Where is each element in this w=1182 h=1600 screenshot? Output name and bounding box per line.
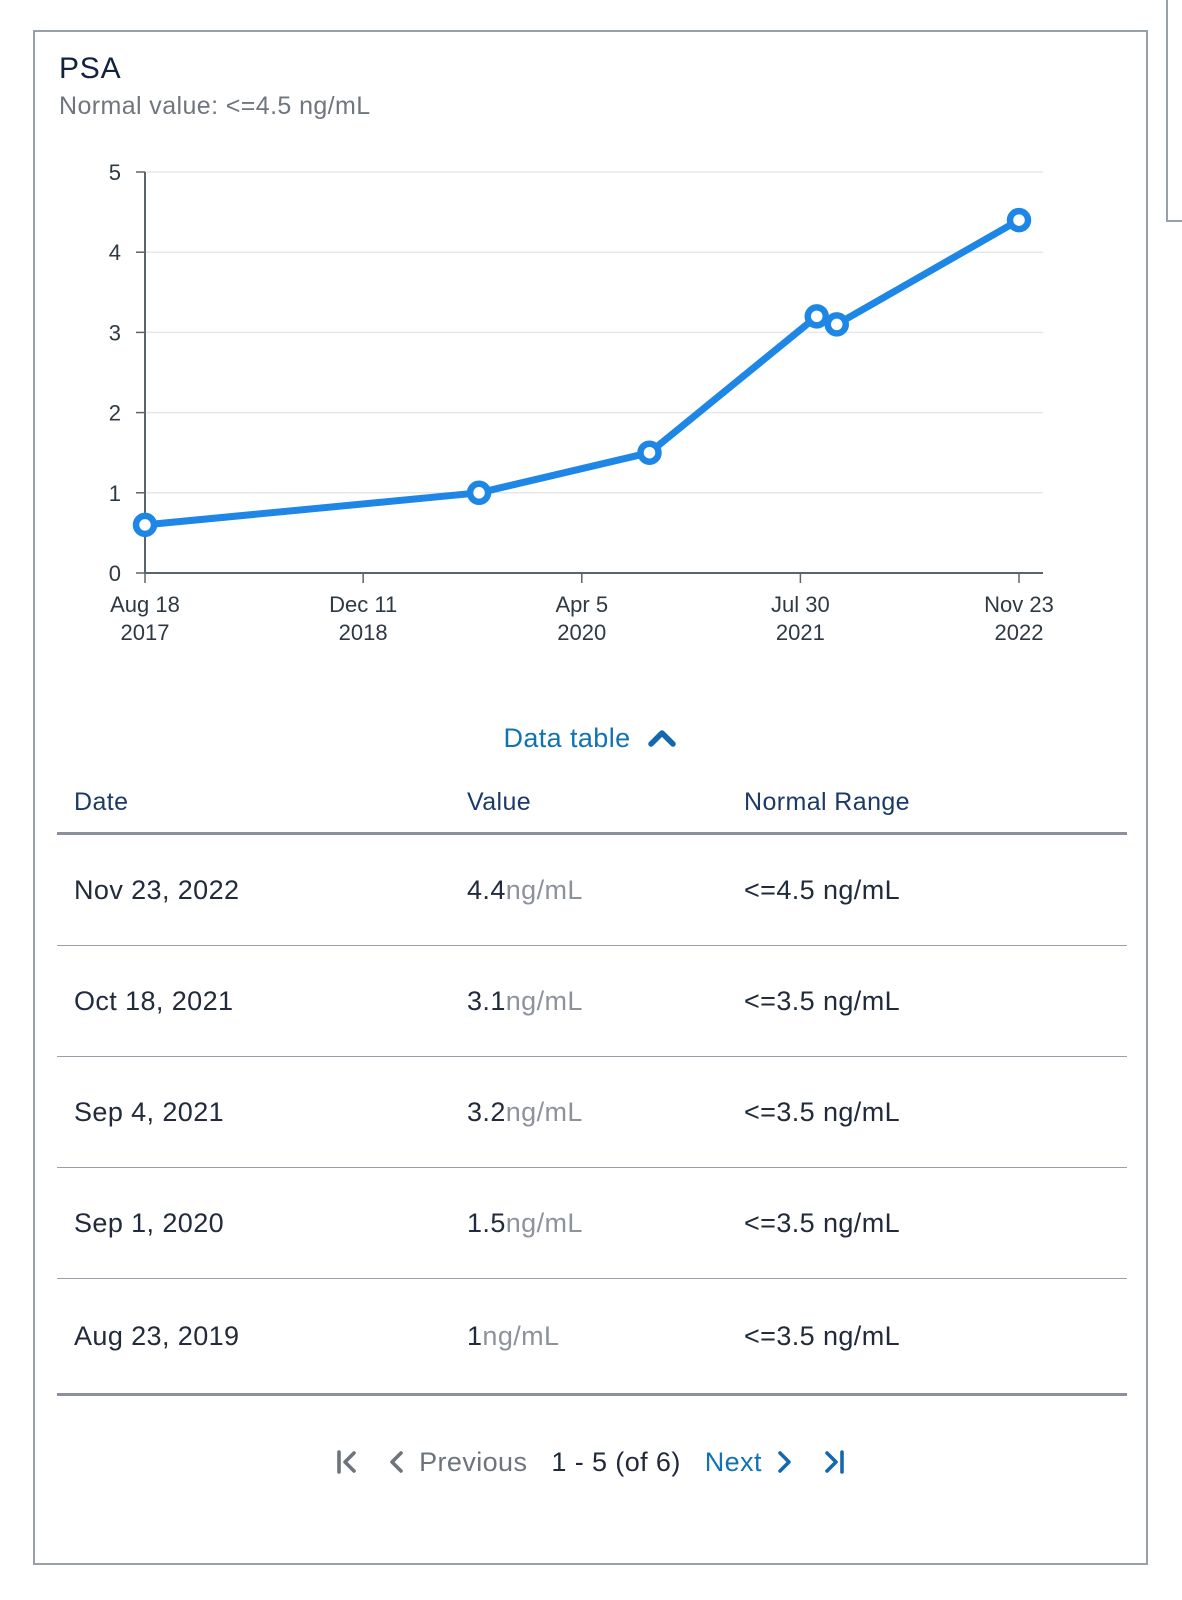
data-table-toggle-label: Data table [503, 723, 631, 753]
table-row: Nov 23, 2022 4.4ng/mL <=4.5 ng/mL [57, 835, 1127, 946]
data-table-toggle[interactable]: Data table [35, 722, 1146, 755]
table-pagination: Previous 1 - 5 (of 6) Next [35, 1440, 1146, 1484]
svg-text:2017: 2017 [121, 620, 170, 645]
table-bottom-divider [57, 1393, 1127, 1396]
svg-text:2: 2 [109, 401, 121, 426]
cell-normal-range: <=4.5 ng/mL [744, 874, 901, 905]
last-page-button[interactable] [820, 1448, 848, 1476]
cell-date: Sep 4, 2021 [74, 1096, 225, 1127]
cell-value: 1.5ng/mL [467, 1207, 583, 1238]
svg-text:3: 3 [109, 320, 121, 345]
cell-normal-range: <=3.5 ng/mL [744, 1207, 901, 1238]
chevron-up-icon [646, 727, 678, 751]
svg-text:2020: 2020 [557, 620, 606, 645]
page-title: PSA [59, 52, 122, 85]
svg-text:Apr 5: Apr 5 [555, 592, 608, 617]
svg-text:4: 4 [109, 240, 121, 265]
cell-date: Sep 1, 2020 [74, 1207, 225, 1238]
cell-date: Aug 23, 2019 [74, 1320, 240, 1351]
cell-value: 1ng/mL [467, 1320, 560, 1351]
psa-trend-chart: 0 1 2 3 4 5 Aug 18 2017 Dec 11 2018 Apr 5 2020 Jul 3… [109, 162, 1054, 645]
svg-text:Nov 23: Nov 23 [984, 592, 1054, 617]
adjacent-card-corner [1166, 0, 1182, 222]
cell-date: Nov 23, 2022 [74, 874, 240, 905]
column-header-normal-range: Normal Range [744, 787, 910, 816]
cell-normal-range: <=3.5 ng/mL [744, 1096, 901, 1127]
cell-value: 3.1ng/mL [467, 985, 583, 1016]
table-header-divider [57, 832, 1127, 835]
svg-text:Dec 11: Dec 11 [329, 592, 397, 617]
normal-value-subtitle: Normal value: <=4.5 ng/mL [59, 92, 371, 120]
svg-text:0: 0 [109, 561, 121, 586]
table-row: Sep 1, 2020 1.5ng/mL <=3.5 ng/mL [57, 1168, 1127, 1279]
page-range-label: 1 - 5 (of 6) [551, 1446, 681, 1477]
cell-value: 4.4ng/mL [467, 874, 583, 905]
table-row: Oct 18, 2021 3.1ng/mL <=3.5 ng/mL [57, 946, 1127, 1057]
table-row: Sep 4, 2021 3.2ng/mL <=3.5 ng/mL [57, 1057, 1127, 1168]
previous-label: Previous [419, 1446, 528, 1477]
cell-date: Oct 18, 2021 [74, 985, 234, 1016]
table-header-row: Date Value Normal Range [57, 772, 1127, 832]
psa-results-panel: PSA Normal value: <=4.5 ng/mL 0 1 2 3 4 5 Aug … [33, 30, 1148, 1565]
cell-value: 3.2ng/mL [467, 1096, 583, 1127]
table-row: Aug 23, 2019 1ng/mL <=3.5 ng/mL [57, 1279, 1127, 1393]
svg-text:Jul 30: Jul 30 [771, 592, 830, 617]
svg-text:2022: 2022 [995, 620, 1044, 645]
previous-page-button[interactable]: Previous [385, 1447, 527, 1478]
table-body: Nov 23, 2022 4.4ng/mL <=4.5 ng/mL Oct 18, 2… [57, 835, 1127, 1393]
chevron-left-icon [385, 1448, 407, 1476]
results-data-table: Date Value Normal Range Nov 23, 2022 4.4n… [57, 772, 1127, 1396]
first-page-button[interactable] [333, 1448, 361, 1476]
svg-text:1: 1 [109, 481, 121, 506]
next-label: Next [704, 1446, 762, 1477]
svg-text:2018: 2018 [339, 620, 388, 645]
last-page-icon [820, 1448, 848, 1476]
first-page-icon [333, 1448, 361, 1476]
column-header-value: Value [467, 787, 532, 816]
column-header-date: Date [74, 787, 129, 816]
chevron-right-icon [774, 1448, 796, 1476]
cell-normal-range: <=3.5 ng/mL [744, 1320, 901, 1351]
svg-text:Aug 18: Aug 18 [110, 592, 180, 617]
svg-text:5: 5 [109, 162, 121, 185]
next-page-button[interactable]: Next [705, 1447, 796, 1478]
svg-text:2021: 2021 [776, 620, 825, 645]
cell-normal-range: <=3.5 ng/mL [744, 985, 901, 1016]
